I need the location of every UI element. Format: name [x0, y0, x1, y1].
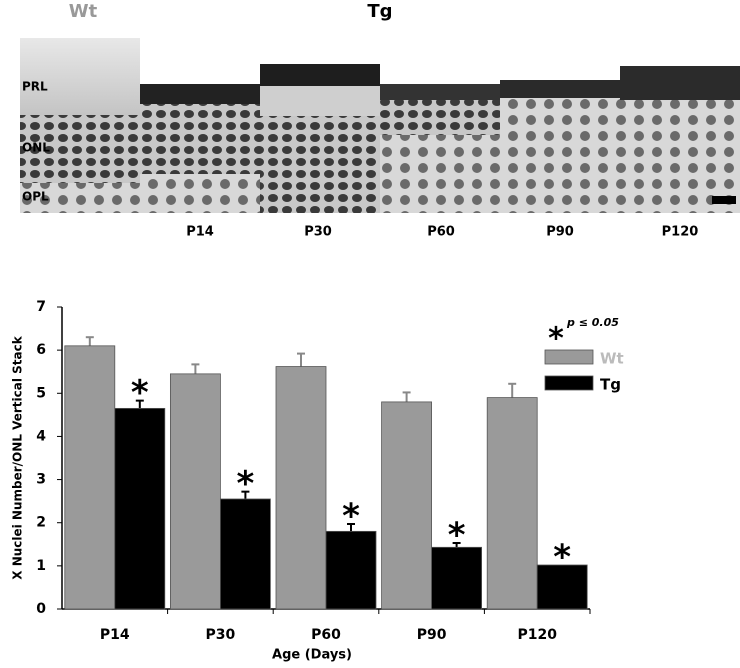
significance-marker: * [342, 497, 360, 537]
y-tick-label: 5 [36, 385, 46, 401]
bar [325, 530, 377, 610]
bar [381, 401, 433, 610]
group-label: Wt [69, 1, 98, 22]
x-tick-label: P14 [100, 627, 130, 643]
significance-marker: * [448, 515, 466, 555]
layer-label: OPL [22, 190, 49, 204]
bar [169, 373, 221, 610]
bar [275, 366, 327, 610]
x-tick-label: P90 [417, 627, 447, 643]
time-label: P120 [662, 225, 699, 240]
legend-label: Wt [600, 350, 624, 368]
x-tick-label: P60 [311, 627, 341, 643]
legend-marker: * [548, 322, 564, 357]
bar [64, 345, 116, 610]
x-axis-label: Age (Days) [272, 648, 352, 663]
y-axis-label: X Nuclei Number/ONL Vertical Stack [11, 335, 25, 579]
legend-significance: p ≤ 0.05 [566, 316, 619, 329]
legend-label: Tg [600, 376, 621, 394]
bar [536, 564, 588, 610]
y-tick-label: 6 [36, 342, 46, 358]
significance-marker: * [553, 537, 571, 577]
x-tick-label: P120 [517, 627, 557, 643]
micrographs [20, 38, 740, 213]
legend-swatch [544, 349, 594, 365]
layer-label: PRL [22, 80, 48, 94]
group-label: Tg [367, 1, 392, 22]
bar [219, 498, 271, 610]
y-tick-label: 4 [36, 428, 46, 444]
time-label: P90 [546, 225, 574, 240]
y-tick-label: 1 [36, 558, 46, 574]
y-tick-label: 3 [36, 472, 46, 488]
bar [486, 397, 538, 610]
time-label: P60 [427, 225, 455, 240]
significance-marker: * [237, 464, 255, 504]
time-label: P30 [304, 225, 332, 240]
significance-marker: * [131, 373, 149, 413]
layer-label: ONL [22, 141, 50, 155]
bar [431, 546, 483, 610]
y-tick-label: 2 [36, 515, 46, 531]
legend-swatch [544, 375, 594, 391]
y-tick-label: 7 [36, 299, 46, 315]
bar [114, 407, 166, 610]
time-label: P14 [186, 225, 214, 240]
x-tick-label: P30 [206, 627, 236, 643]
y-tick-label: 0 [36, 601, 46, 617]
